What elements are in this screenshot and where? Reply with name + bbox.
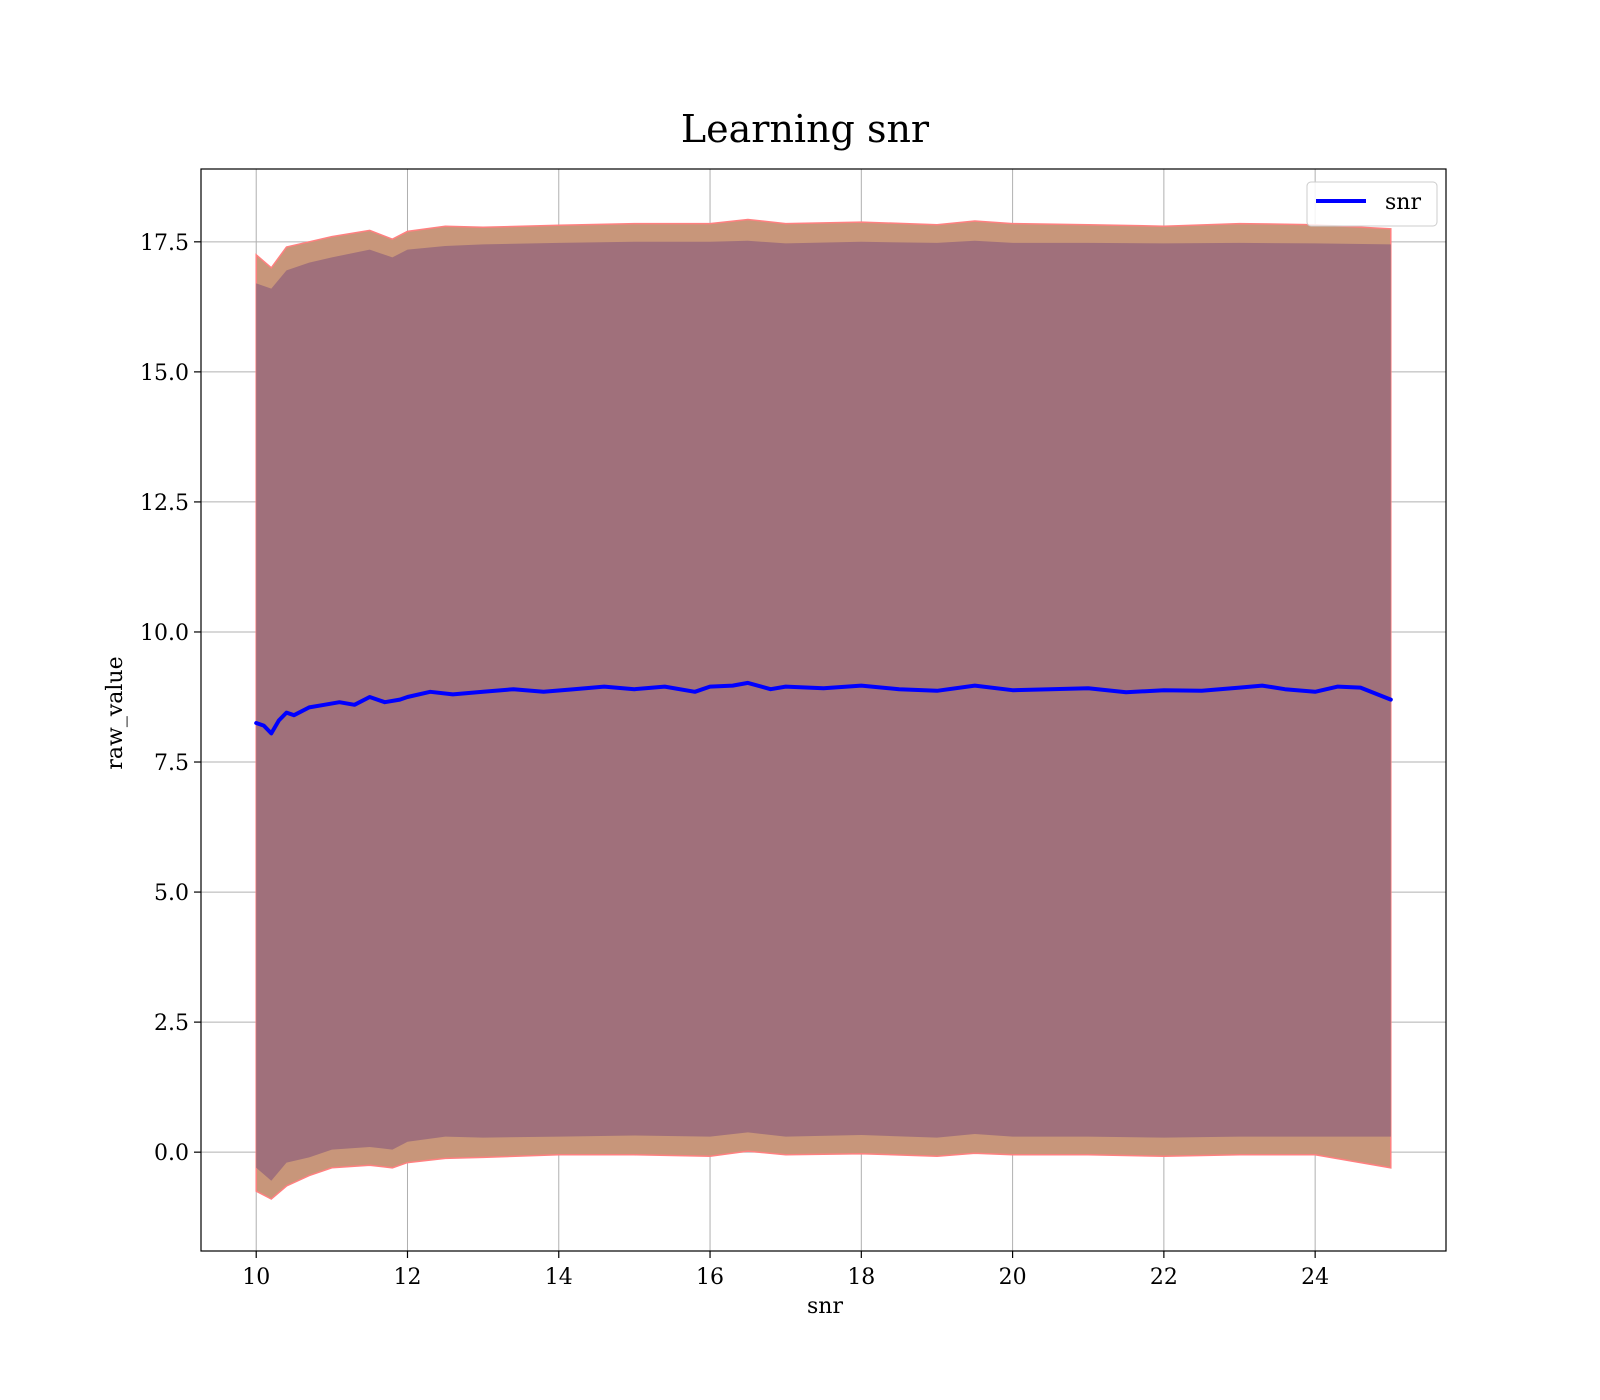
x-tick-label-0: 10: [242, 1265, 270, 1290]
y-tick-label-4: 10.0: [140, 621, 189, 646]
x-tick-label-3: 16: [696, 1265, 724, 1290]
band-inner: [256, 240, 1391, 1181]
y-tick-label-0: 0.0: [154, 1141, 189, 1166]
series-line-snr: [254, 680, 1393, 736]
confidence-bands: [255, 218, 1392, 1200]
y-tick-label-5: 12.5: [140, 491, 189, 516]
chart-title: Learning snr: [681, 107, 930, 151]
legend: snr: [1306, 181, 1438, 227]
legend-label-snr: snr: [1385, 190, 1421, 215]
plot-frame: [200, 168, 1447, 1252]
x-tick-label-4: 18: [847, 1265, 875, 1290]
y-tick-label-2: 5.0: [154, 881, 189, 906]
y-tick-label-7: 17.5: [140, 231, 189, 256]
x-tick-label-2: 14: [545, 1265, 573, 1290]
x-tick-label-1: 12: [393, 1265, 421, 1290]
y-tick-label-6: 15.0: [140, 361, 189, 386]
legend-box: [1306, 181, 1438, 227]
series-lines: [254, 680, 1393, 736]
y-tick-label-1: 2.5: [154, 1011, 189, 1036]
x-tick-label-7: 24: [1301, 1265, 1329, 1290]
y-axis-title: raw_value: [103, 656, 128, 769]
x-tick-label-6: 22: [1150, 1265, 1178, 1290]
axis-ticks: 10 12 14 16 18 20 22 24 0.0 2.5 5.0 7.5 10.0 12.5 15.0…: [140, 231, 1329, 1290]
y-tick-label-3: 7.5: [154, 751, 189, 776]
x-axis-title: snr: [807, 1294, 843, 1319]
x-tick-label-5: 20: [999, 1265, 1027, 1290]
